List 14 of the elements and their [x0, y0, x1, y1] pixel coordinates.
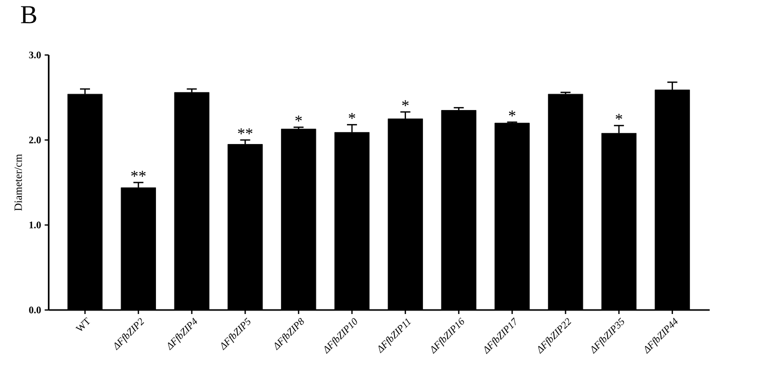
annotation: **	[131, 170, 146, 177]
annotation: *	[348, 113, 356, 119]
y-tick-label: 0.0	[29, 306, 41, 314]
y-tick-label: 2.0	[29, 136, 41, 144]
annotation: *	[616, 114, 622, 120]
y-axis-title: Diameter/cm	[14, 154, 22, 211]
annotation: **	[238, 128, 252, 134]
y-tick-label: 1.0	[30, 222, 41, 228]
y-tick-label: 3.0	[29, 52, 41, 58]
annotation: *	[295, 116, 302, 122]
annotation: *	[402, 100, 409, 106]
annotation: *	[508, 110, 516, 116]
x-tick-label: WT	[75, 317, 90, 331]
text: B	[20, 6, 36, 24]
